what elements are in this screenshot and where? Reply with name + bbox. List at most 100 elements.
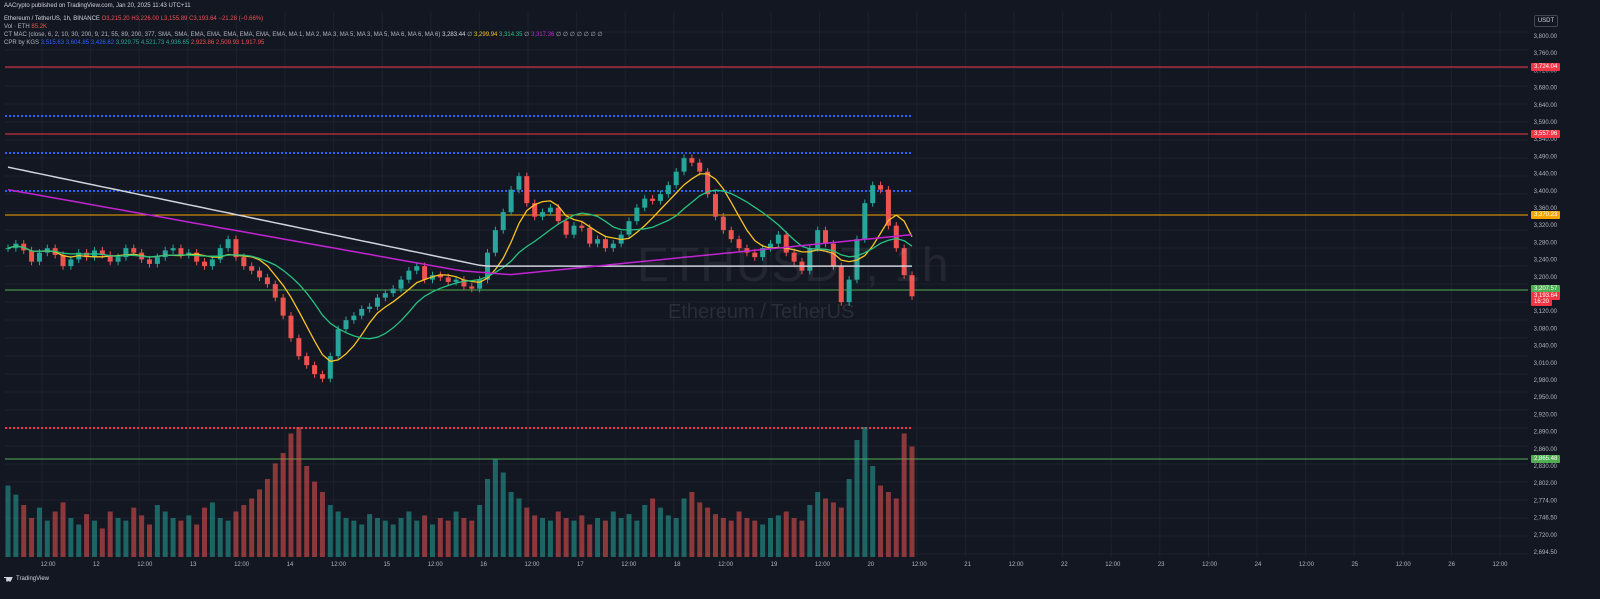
volume-bar [532,515,538,557]
time-tick: 12:00 [718,562,734,568]
candle-body [775,234,781,244]
volume-bar [76,524,82,557]
candle-body [610,243,616,249]
time-tick: 12:00 [1492,562,1508,568]
time-tick: 12:00 [912,562,928,568]
candle-body [595,239,601,244]
time-tick: 12:00 [40,562,56,568]
candle-body [469,286,475,289]
volume-bar [249,498,255,557]
volume-bar [194,524,200,557]
price-tick: 3,440.00 [1534,172,1558,178]
candle-body [398,279,404,289]
candle-body [445,277,451,282]
candle-body [107,254,113,262]
price-tick: 3,720.00 [1534,68,1558,74]
time-tick: 12:00 [1202,562,1218,568]
volume-bar [13,494,19,557]
price-tick: 2,720.00 [1534,533,1558,539]
watermark-name: Ethereum / TetherUS [668,301,855,323]
volume-bar [52,511,58,557]
volume-bar [264,479,270,557]
candle-body [728,230,734,240]
volume-bar [296,427,302,557]
candle-body [280,297,286,316]
candle-body [264,277,270,285]
symbol-line[interactable]: Ethereum / TetherUS, 1h, BINANCE [4,16,100,22]
time-tick: 26 [1448,562,1455,568]
volume-bar [736,511,742,557]
time-tick: 12:00 [137,562,153,568]
ma-value-3: 3,299.94 [474,32,498,38]
tradingview-logo-icon [4,576,13,582]
candle-body [752,252,758,258]
volume-bar [642,505,648,557]
candle-body [343,320,349,330]
volume-bar [500,472,506,557]
ma-legend[interactable]: CT MAC (close, 6, 2, 10, 30, 200, 9, 21,… [4,32,603,39]
candle-body [170,248,176,251]
ma-magenta-line [7,188,913,276]
candle-body [516,176,522,190]
volume-bar [697,502,703,557]
volume-bar [146,524,152,557]
ma-value-7: ∅ ∅ ∅ ∅ ∅ ∅ ∅ [556,32,603,38]
volume-bar [453,511,459,557]
volume-bar [209,502,215,557]
candle-body [901,248,907,276]
time-tick: 20 [867,562,874,568]
currency-button[interactable]: USDT [1534,15,1558,27]
candle-body [257,270,263,278]
candle-body [870,185,876,204]
volume-bar [516,498,522,557]
candle-body [461,279,467,287]
time-tick: 12:00 [234,562,250,568]
cpr-value-8: 2,509.93 [215,40,240,46]
volume-bar [461,518,467,557]
volume-bar [870,466,876,557]
time-tick: 25 [1351,562,1358,568]
volume-bar [139,515,145,557]
candle-body [359,308,365,316]
candle-body [5,248,11,250]
volume-bar [657,507,663,557]
ohlc-open: O3,215.20 [101,16,130,22]
volume-bar [815,492,821,557]
volume-bar [374,518,380,557]
volume-bar [312,481,318,557]
candle-body [296,338,302,357]
volume-bar [469,520,475,557]
candle-body [650,198,656,201]
volume-bar [186,515,192,557]
candle-body [665,185,671,195]
price-label: 2,865.48 [1531,455,1561,463]
candle-body [367,306,373,309]
volume-bar [406,511,412,557]
tradingview-brand[interactable]: TradingView [4,576,49,582]
candle-body [642,198,648,208]
volume-bar [21,505,27,557]
volume-label: Vol · ETH [4,24,30,30]
volume-bar [846,479,852,557]
candle-body [437,275,443,278]
candle-body [123,248,129,258]
volume-bar [712,514,718,557]
price-tick: 3,240.00 [1534,258,1558,264]
volume-bar [217,518,223,557]
volume-legend[interactable]: Vol · ETH 85.2K [4,24,47,31]
volume-bar [799,520,805,557]
cpr-legend[interactable]: CPR by KGS 3,515.63 3,604.85 3,426.62 3,… [4,40,264,47]
candle-body [555,207,561,222]
volume-bar [783,511,789,557]
ma-green-line [7,189,913,340]
volume-bar [107,511,113,557]
ma-value-2: ∅ [467,32,473,38]
volume-bar [44,520,50,557]
candle-body [382,293,388,298]
candle-body [68,259,74,267]
price-tick: 3,360.00 [1534,206,1558,212]
price-label: 3,557.96 [1531,130,1561,138]
candle-body [689,158,695,163]
candle-body [830,243,836,267]
